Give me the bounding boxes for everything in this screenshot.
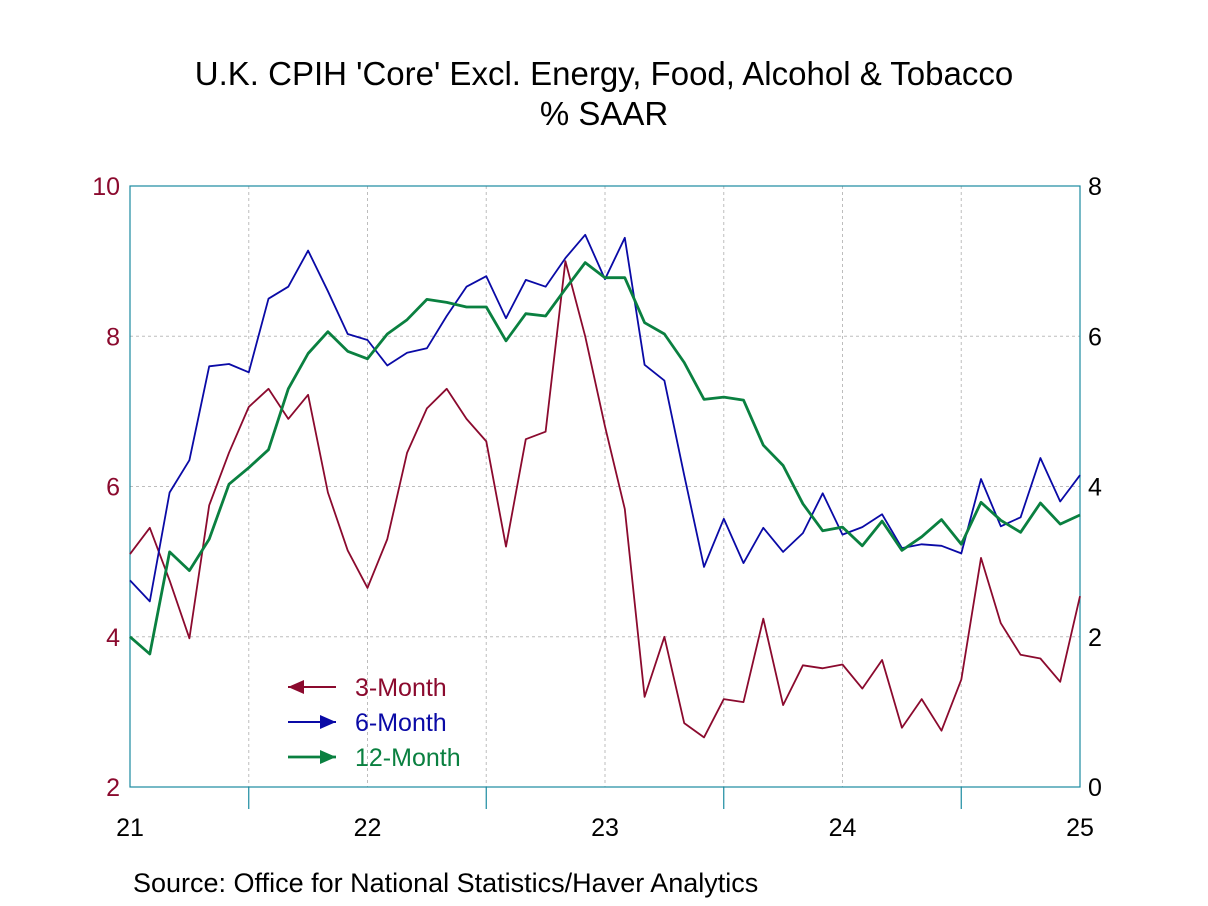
y-right-tick-label: 2 xyxy=(1088,624,1102,652)
x-tick-label: 25 xyxy=(1066,814,1094,842)
y-right-tick-label: 0 xyxy=(1088,774,1102,802)
legend-label: 6-Month xyxy=(355,709,447,737)
y-left-tick-label: 8 xyxy=(106,323,120,351)
x-tick-label: 23 xyxy=(591,814,619,842)
x-tick-label: 21 xyxy=(116,814,144,842)
plot-frame xyxy=(129,185,1081,788)
legend: 3-Month 6-Month 12-Month xyxy=(288,674,461,772)
source-note: Source: Office for National Statistics/H… xyxy=(133,868,759,898)
legend-arrow-icon xyxy=(288,680,304,694)
legend-arrow-icon xyxy=(320,715,336,729)
gridlines xyxy=(130,186,1080,787)
chart-subtitle: % SAAR xyxy=(539,95,669,132)
series-line-6-month xyxy=(129,233,1081,603)
chart-title: U.K. CPIH 'Core' Excl. Energy, Food, Alc… xyxy=(194,55,1014,92)
legend-label: 12-Month xyxy=(355,744,461,772)
y-right-tick-label: 6 xyxy=(1088,323,1102,351)
y-right-tick-label: 4 xyxy=(1088,474,1102,502)
y-left-tick-label: 4 xyxy=(106,624,120,652)
x-tick-label: 24 xyxy=(829,814,857,842)
y-left-tick-label: 10 xyxy=(92,173,120,201)
y-right-tick-label: 8 xyxy=(1088,173,1102,201)
series-line-12-month xyxy=(129,261,1081,656)
y-left-tick-label: 6 xyxy=(106,474,120,502)
series-line-3-month xyxy=(129,260,1081,739)
legend-arrow-icon xyxy=(320,750,336,764)
legend-label: 3-Month xyxy=(355,674,447,702)
y-left-tick-label: 2 xyxy=(106,774,120,802)
x-tick-label: 22 xyxy=(354,814,382,842)
